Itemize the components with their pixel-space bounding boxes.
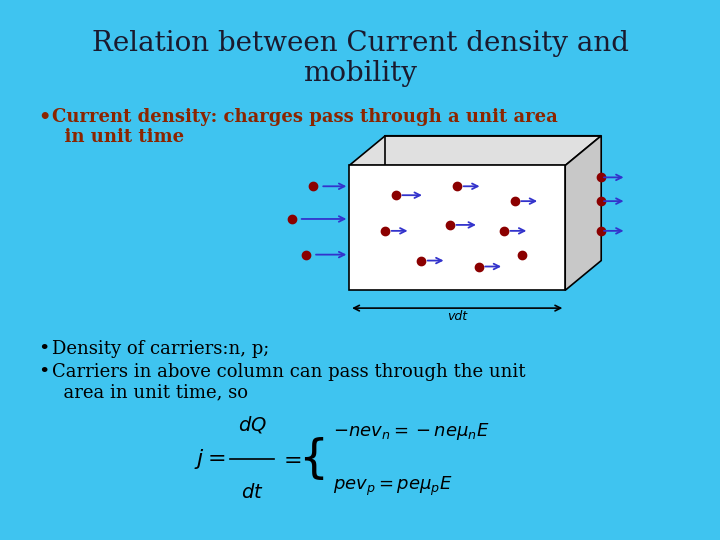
Text: mobility: mobility [303,60,417,87]
Text: $dt$: $dt$ [240,483,264,502]
Text: $-nev_n = -ne\mu_nE$: $-nev_n = -ne\mu_nE$ [333,421,490,442]
Text: Relation between Current density and: Relation between Current density and [91,30,629,57]
Text: in unit time: in unit time [52,128,184,146]
Text: $dQ$: $dQ$ [238,414,266,435]
Text: •: • [38,340,50,358]
Text: Carriers in above column can pass through the unit: Carriers in above column can pass throug… [52,363,526,381]
Polygon shape [565,136,601,291]
Text: area in unit time, so: area in unit time, so [52,383,248,401]
Text: $=$: $=$ [279,448,301,470]
Text: $pev_p = pe\mu_pE$: $pev_p = pe\mu_pE$ [333,475,453,498]
Text: •: • [38,108,50,126]
Polygon shape [349,165,565,291]
Text: Density of carriers:n, p;: Density of carriers:n, p; [52,340,269,358]
Text: $j=$: $j=$ [194,447,225,471]
Text: Current density: charges pass through a unit area: Current density: charges pass through a … [52,108,558,126]
Text: •: • [38,363,50,381]
Polygon shape [349,136,601,165]
Text: vdt: vdt [447,309,467,322]
Text: $\{$: $\{$ [298,435,325,483]
